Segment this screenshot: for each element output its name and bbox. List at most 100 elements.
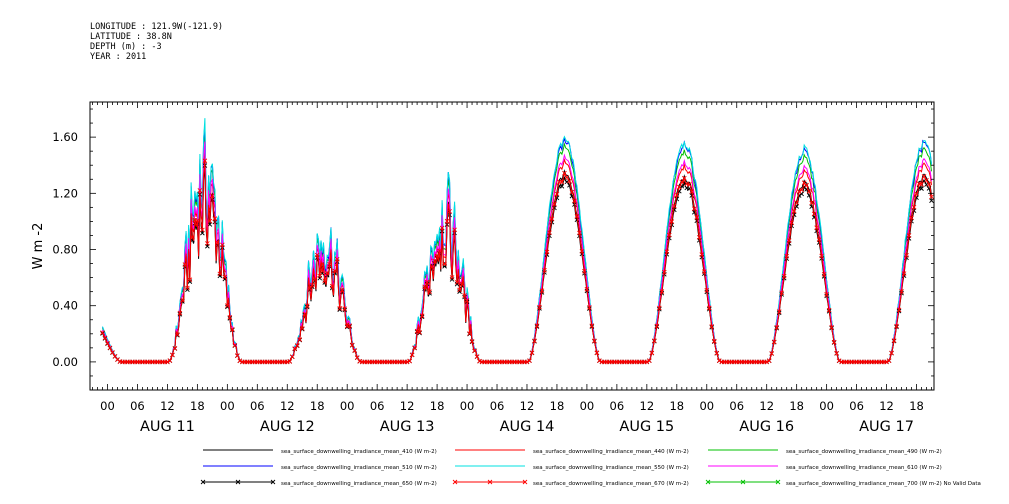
series-marker <box>232 343 238 348</box>
series-marker <box>349 342 355 348</box>
series-marker <box>167 358 173 363</box>
series-marker <box>185 287 190 293</box>
series-marker <box>821 271 827 277</box>
x-tick-label: 18 <box>190 399 205 413</box>
x-tick-label: 00 <box>100 399 115 413</box>
series-marker <box>107 345 113 351</box>
series-marker <box>334 256 340 262</box>
series-marker <box>175 332 180 337</box>
series-marker <box>597 358 602 363</box>
year-line: YEAR : 2011 <box>90 52 147 62</box>
series-marker <box>669 219 675 224</box>
series-marker <box>432 258 437 264</box>
series-marker <box>207 218 213 224</box>
series-marker <box>532 338 537 344</box>
series-marker <box>929 194 934 200</box>
legend-label: sea_surface_downwelling_irradiance_mean_… <box>786 481 981 487</box>
series-marker <box>592 338 597 344</box>
series-marker <box>464 298 470 303</box>
series-marker <box>235 353 240 358</box>
series-marker <box>689 189 695 194</box>
series-marker <box>454 281 460 287</box>
series-marker <box>462 293 467 298</box>
x-day-label: AUG 16 <box>739 419 794 435</box>
series-marker <box>809 200 814 206</box>
series-marker <box>447 209 452 214</box>
series-marker <box>884 359 889 365</box>
series-marker <box>429 264 435 270</box>
series-marker <box>796 189 802 194</box>
series-marker <box>427 289 432 294</box>
series-marker <box>329 283 335 289</box>
x-tick-label: 18 <box>669 399 684 413</box>
series-marker <box>662 269 667 275</box>
series-marker <box>112 353 118 359</box>
series-marker <box>187 279 193 284</box>
series-marker <box>527 358 532 363</box>
series-marker <box>337 306 343 311</box>
y-tick-label: 1.60 <box>52 130 78 144</box>
series-marker <box>781 273 787 279</box>
x-tick-label: 06 <box>490 399 505 413</box>
x-tick-label: 06 <box>130 399 145 413</box>
series-marker <box>699 252 705 257</box>
series-marker <box>197 188 203 193</box>
series-marker <box>904 253 909 258</box>
series-marker <box>414 328 420 334</box>
series-marker <box>909 215 914 221</box>
legend-marker <box>705 479 711 485</box>
x-tick-label: 06 <box>849 399 864 413</box>
series-marker <box>170 352 175 358</box>
series-marker <box>901 271 907 276</box>
series-marker <box>337 307 343 312</box>
legend-marker <box>200 479 206 485</box>
series-marker <box>297 337 303 342</box>
series-marker <box>569 189 575 195</box>
series-marker <box>686 182 692 187</box>
series-marker <box>454 279 460 285</box>
series-marker <box>192 217 198 223</box>
series-marker <box>669 222 675 228</box>
series-marker <box>227 314 233 320</box>
y-tick-label: 0.40 <box>52 299 78 313</box>
series-marker <box>694 215 700 220</box>
legend-label: sea_surface_downwelling_irradiance_mean_… <box>533 481 689 487</box>
series-marker <box>404 359 410 365</box>
y-tick-label: 1.20 <box>52 186 78 200</box>
series-marker <box>572 198 577 204</box>
series-marker <box>554 191 560 197</box>
x-tick-label: 12 <box>520 399 535 413</box>
series-marker <box>594 350 600 356</box>
x-day-label: AUG 17 <box>859 419 914 435</box>
series-marker <box>894 323 899 329</box>
series-marker <box>929 198 934 204</box>
series-marker <box>202 158 208 164</box>
series-marker <box>542 267 547 273</box>
series-marker <box>307 285 313 291</box>
series-marker <box>200 227 205 233</box>
series-marker <box>836 358 842 364</box>
legend-label: sea_surface_downwelling_irradiance_mean_… <box>786 449 942 455</box>
series-marker <box>577 230 582 236</box>
series-marker <box>217 271 223 277</box>
series-marker <box>205 241 210 246</box>
series-marker <box>714 350 720 356</box>
y-tick-label: 0.00 <box>52 355 78 369</box>
legend-marker <box>452 479 458 485</box>
series-marker <box>806 188 812 194</box>
series-marker <box>449 275 455 280</box>
series-marker <box>299 326 305 331</box>
series-marker <box>182 262 188 267</box>
series-marker <box>689 193 695 198</box>
x-tick-label: 18 <box>909 399 924 413</box>
series-marker <box>332 268 338 274</box>
series-marker <box>354 355 360 360</box>
x-tick-label: 12 <box>879 399 894 413</box>
series-marker <box>559 183 565 189</box>
series-marker <box>926 181 932 187</box>
series-marker <box>230 326 235 332</box>
series-marker <box>706 305 712 311</box>
series-marker <box>899 289 904 294</box>
series-marker <box>834 350 839 356</box>
series-marker <box>921 174 927 179</box>
